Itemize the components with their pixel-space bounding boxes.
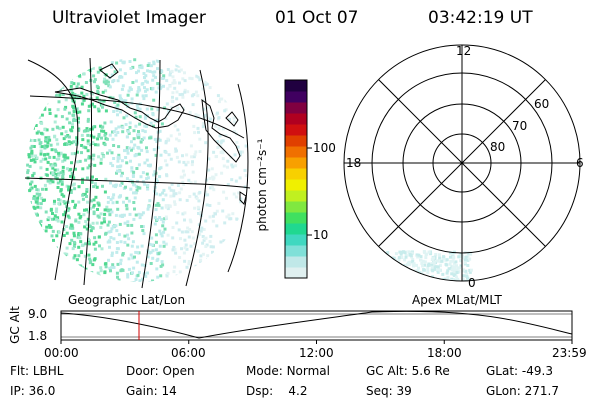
colorbar-tick-10: 10 xyxy=(313,228,329,242)
info-mode: Mode: Normal xyxy=(246,364,330,378)
mlt-label-12: 12 xyxy=(456,44,472,58)
apex-caption: Apex MLat/MLT xyxy=(412,293,502,307)
info-flt: Flt: LBHL xyxy=(10,364,64,378)
altitude-xtick-2: 12:00 xyxy=(299,346,334,360)
mlt-label-0: 0 xyxy=(468,276,476,290)
altitude-xtick-0: 00:00 xyxy=(44,346,79,360)
info-ip: IP: 36.0 xyxy=(10,384,56,398)
altitude-ytick-high: 9.0 xyxy=(28,307,48,321)
info-seq: Seq: 39 xyxy=(366,384,412,398)
mlat-label-80: 80 xyxy=(490,140,506,154)
time-label: 03:42:19 UT xyxy=(428,8,533,28)
colorbar-unit-label: photon cm⁻²s⁻¹ xyxy=(255,138,269,232)
altitude-curve xyxy=(60,310,573,339)
info-dsp: Dsp: 4.2 xyxy=(246,384,308,398)
coastline xyxy=(54,63,247,205)
mlat-label-70: 70 xyxy=(512,119,528,133)
geographic-map xyxy=(24,57,251,289)
altitude-xtick-4: 23:59 xyxy=(552,346,587,360)
info-gain: Gain: 14 xyxy=(126,384,177,398)
lat-lon-grid xyxy=(24,57,251,289)
polar-plot xyxy=(343,44,581,282)
info-gc-alt: GC Alt: 5.6 Re xyxy=(366,364,450,378)
info-door: Door: Open xyxy=(126,364,195,378)
date-label: 01 Oct 07 xyxy=(275,8,359,28)
altitude-xtick-1: 06:00 xyxy=(171,346,206,360)
mlt-label-18: 18 xyxy=(346,156,362,170)
info-glat: GLat: -49.3 xyxy=(486,364,553,378)
colorbar xyxy=(284,79,312,279)
colorbar-tick-100: 100 xyxy=(313,141,336,155)
altitude-xtick-3: 18:00 xyxy=(427,346,462,360)
altitude-ytick-low: 1.8 xyxy=(28,329,48,343)
info-glon: GLon: 271.7 xyxy=(486,384,559,398)
altitude-ylabel: GC Alt xyxy=(8,306,22,344)
mlt-label-6: 6 xyxy=(576,156,584,170)
geographic-caption: Geographic Lat/Lon xyxy=(68,293,186,307)
mlat-label-60: 60 xyxy=(534,97,550,111)
instrument-title: Ultraviolet Imager xyxy=(52,8,206,28)
polar-image-dots xyxy=(380,250,473,281)
altitude-plot xyxy=(60,310,573,344)
